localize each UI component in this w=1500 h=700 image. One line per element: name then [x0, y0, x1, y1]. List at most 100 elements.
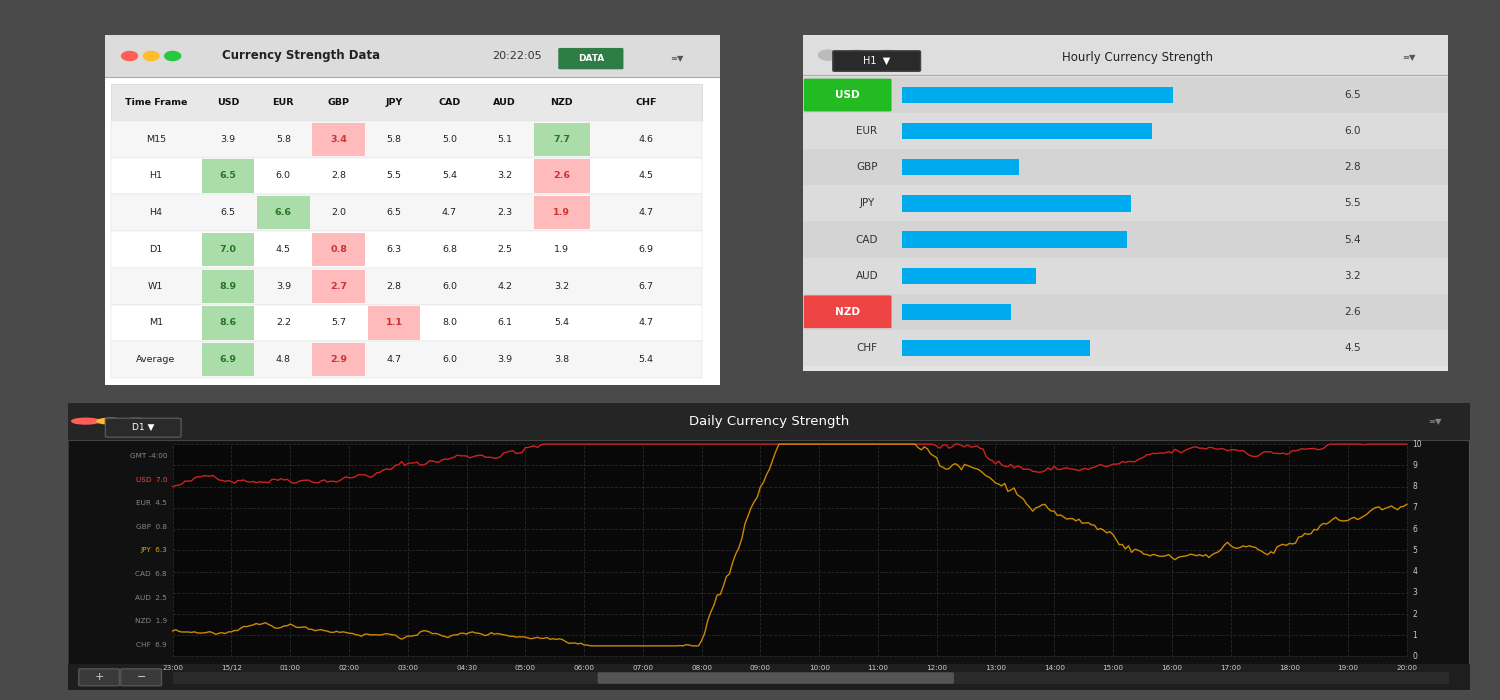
FancyBboxPatch shape: [804, 295, 891, 328]
Circle shape: [98, 419, 124, 424]
Text: −: −: [136, 672, 146, 682]
Text: 03:00: 03:00: [398, 665, 418, 671]
Text: 01:00: 01:00: [279, 665, 300, 671]
Text: EUR: EUR: [856, 126, 877, 136]
Text: 1.1: 1.1: [386, 318, 402, 328]
Text: 2.6: 2.6: [554, 172, 570, 181]
Text: EUR: EUR: [273, 98, 294, 107]
Text: GBP  0.8: GBP 0.8: [136, 524, 166, 530]
Text: 02:00: 02:00: [339, 665, 360, 671]
Text: 5.8: 5.8: [276, 134, 291, 144]
Bar: [802, 113, 1448, 149]
Bar: [201, 232, 255, 266]
Bar: [534, 196, 590, 230]
Bar: [105, 35, 720, 77]
FancyBboxPatch shape: [558, 48, 624, 69]
Text: 2.7: 2.7: [330, 281, 346, 290]
Bar: [903, 87, 1173, 103]
Bar: [802, 294, 1448, 330]
Bar: [312, 232, 364, 266]
Text: JPY  6.3: JPY 6.3: [141, 547, 166, 553]
Bar: [903, 304, 1011, 320]
Bar: [201, 307, 255, 340]
Circle shape: [122, 52, 138, 60]
Circle shape: [819, 50, 839, 60]
Circle shape: [876, 50, 896, 60]
Bar: [201, 343, 255, 377]
Bar: [903, 123, 1152, 139]
Bar: [172, 444, 1407, 657]
Text: 5.4: 5.4: [554, 318, 568, 328]
Bar: [368, 307, 420, 340]
Text: 6.3: 6.3: [387, 245, 402, 254]
Text: Time Frame: Time Frame: [124, 98, 188, 107]
Text: 6.5: 6.5: [1344, 90, 1360, 100]
Text: 5.4: 5.4: [1344, 234, 1360, 244]
Bar: [68, 402, 1470, 440]
Text: ≡▼: ≡▼: [1402, 53, 1416, 62]
Text: 04:30: 04:30: [456, 665, 477, 671]
Text: USD: USD: [217, 98, 238, 107]
Text: CAD: CAD: [438, 98, 460, 107]
Text: NZD: NZD: [836, 307, 860, 317]
Text: 8.0: 8.0: [442, 318, 458, 328]
Text: 15:00: 15:00: [1102, 665, 1124, 671]
Text: 3.8: 3.8: [554, 355, 568, 364]
Text: 14:00: 14:00: [1044, 665, 1065, 671]
Text: M15: M15: [146, 134, 166, 144]
FancyBboxPatch shape: [833, 51, 921, 71]
Text: 4.7: 4.7: [442, 208, 458, 217]
Text: 4.5: 4.5: [639, 172, 654, 181]
Text: +: +: [94, 672, 104, 682]
FancyBboxPatch shape: [105, 35, 720, 385]
Text: 6.9: 6.9: [219, 355, 237, 364]
Text: H1  ▼: H1 ▼: [862, 56, 891, 66]
Bar: [903, 195, 1131, 211]
Text: 3: 3: [1413, 588, 1418, 597]
Text: 7.7: 7.7: [554, 134, 570, 144]
FancyBboxPatch shape: [122, 668, 162, 686]
Text: 5.5: 5.5: [387, 172, 402, 181]
Text: 6: 6: [1413, 524, 1418, 533]
Text: 08:00: 08:00: [692, 665, 712, 671]
Bar: [111, 120, 702, 158]
Bar: [903, 232, 1126, 248]
Text: 2.6: 2.6: [1344, 307, 1360, 317]
Bar: [105, 77, 720, 385]
Bar: [111, 194, 702, 231]
Text: 3.2: 3.2: [496, 172, 513, 181]
Text: AUD  2.5: AUD 2.5: [135, 594, 166, 601]
Text: NZD  1.9: NZD 1.9: [135, 618, 166, 624]
Text: 3.2: 3.2: [554, 281, 568, 290]
Text: 4.5: 4.5: [276, 245, 291, 254]
Text: CHF: CHF: [856, 343, 877, 353]
Text: 5.5: 5.5: [1344, 198, 1360, 209]
Text: USD  7.0: USD 7.0: [135, 477, 166, 482]
Bar: [534, 122, 590, 156]
Text: ≡▼: ≡▼: [1428, 417, 1442, 426]
Text: H4: H4: [148, 208, 162, 217]
Text: 5.8: 5.8: [387, 134, 402, 144]
Text: 1: 1: [1413, 631, 1418, 640]
Text: 2.2: 2.2: [276, 318, 291, 328]
Text: GMT -4:00: GMT -4:00: [129, 453, 166, 459]
Text: 13:00: 13:00: [986, 665, 1006, 671]
Text: 3.9: 3.9: [276, 281, 291, 290]
Text: 6.5: 6.5: [220, 208, 236, 217]
Text: 5.7: 5.7: [332, 318, 346, 328]
Text: 7: 7: [1413, 503, 1418, 512]
Text: EUR  4.5: EUR 4.5: [136, 500, 166, 506]
Text: W1: W1: [148, 281, 164, 290]
Text: Currency Strength Data: Currency Strength Data: [222, 50, 380, 62]
Text: GBP: GBP: [327, 98, 350, 107]
Text: 2: 2: [1413, 610, 1418, 619]
Text: 6.0: 6.0: [442, 281, 458, 290]
Text: CHF  6.9: CHF 6.9: [136, 642, 166, 648]
Text: 4: 4: [1413, 567, 1418, 576]
Text: USD: USD: [836, 90, 860, 100]
Text: 17:00: 17:00: [1220, 665, 1240, 671]
Text: AUD: AUD: [855, 271, 879, 281]
Text: 10: 10: [1413, 440, 1422, 449]
Text: 11:00: 11:00: [867, 665, 888, 671]
Text: 2.5: 2.5: [496, 245, 512, 254]
